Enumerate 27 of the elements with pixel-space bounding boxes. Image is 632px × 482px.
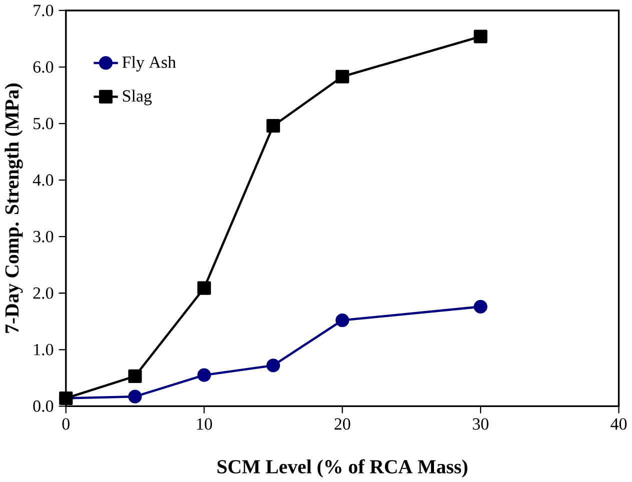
point <box>128 369 142 383</box>
point <box>197 368 211 382</box>
point <box>336 70 350 84</box>
y-tick-label: 5.0 <box>34 118 54 130</box>
point <box>474 30 488 44</box>
point <box>266 118 280 133</box>
x-tick-label: 0 <box>62 418 70 430</box>
point <box>336 313 350 327</box>
x-tick-label: 40 <box>610 418 627 430</box>
y-tick-label: 3.0 <box>33 230 54 242</box>
point <box>128 390 142 404</box>
legend-label: Fly Ash <box>122 56 176 72</box>
y-tick-label: 6.0 <box>33 61 54 73</box>
y-tick-label: 0.0 <box>33 400 54 412</box>
point <box>197 281 211 295</box>
legend-label: Slag <box>122 90 152 106</box>
y-axis-title: 7-Day Comp. Strength (MPa) <box>4 83 23 333</box>
point <box>474 300 488 314</box>
y-tick-label: 1.0 <box>34 344 54 356</box>
y-tick-label: 2.0 <box>33 287 54 299</box>
x-tick-label: 30 <box>472 418 488 430</box>
x-tick-label: 10 <box>197 418 212 430</box>
y-tick-label: 4.0 <box>32 174 54 186</box>
point <box>266 358 280 372</box>
x-tick-label: 20 <box>334 418 350 430</box>
y-tick-label: 7.0 <box>34 4 54 16</box>
x-axis-title: SCM Level (% of RCA Mass) <box>218 459 468 478</box>
